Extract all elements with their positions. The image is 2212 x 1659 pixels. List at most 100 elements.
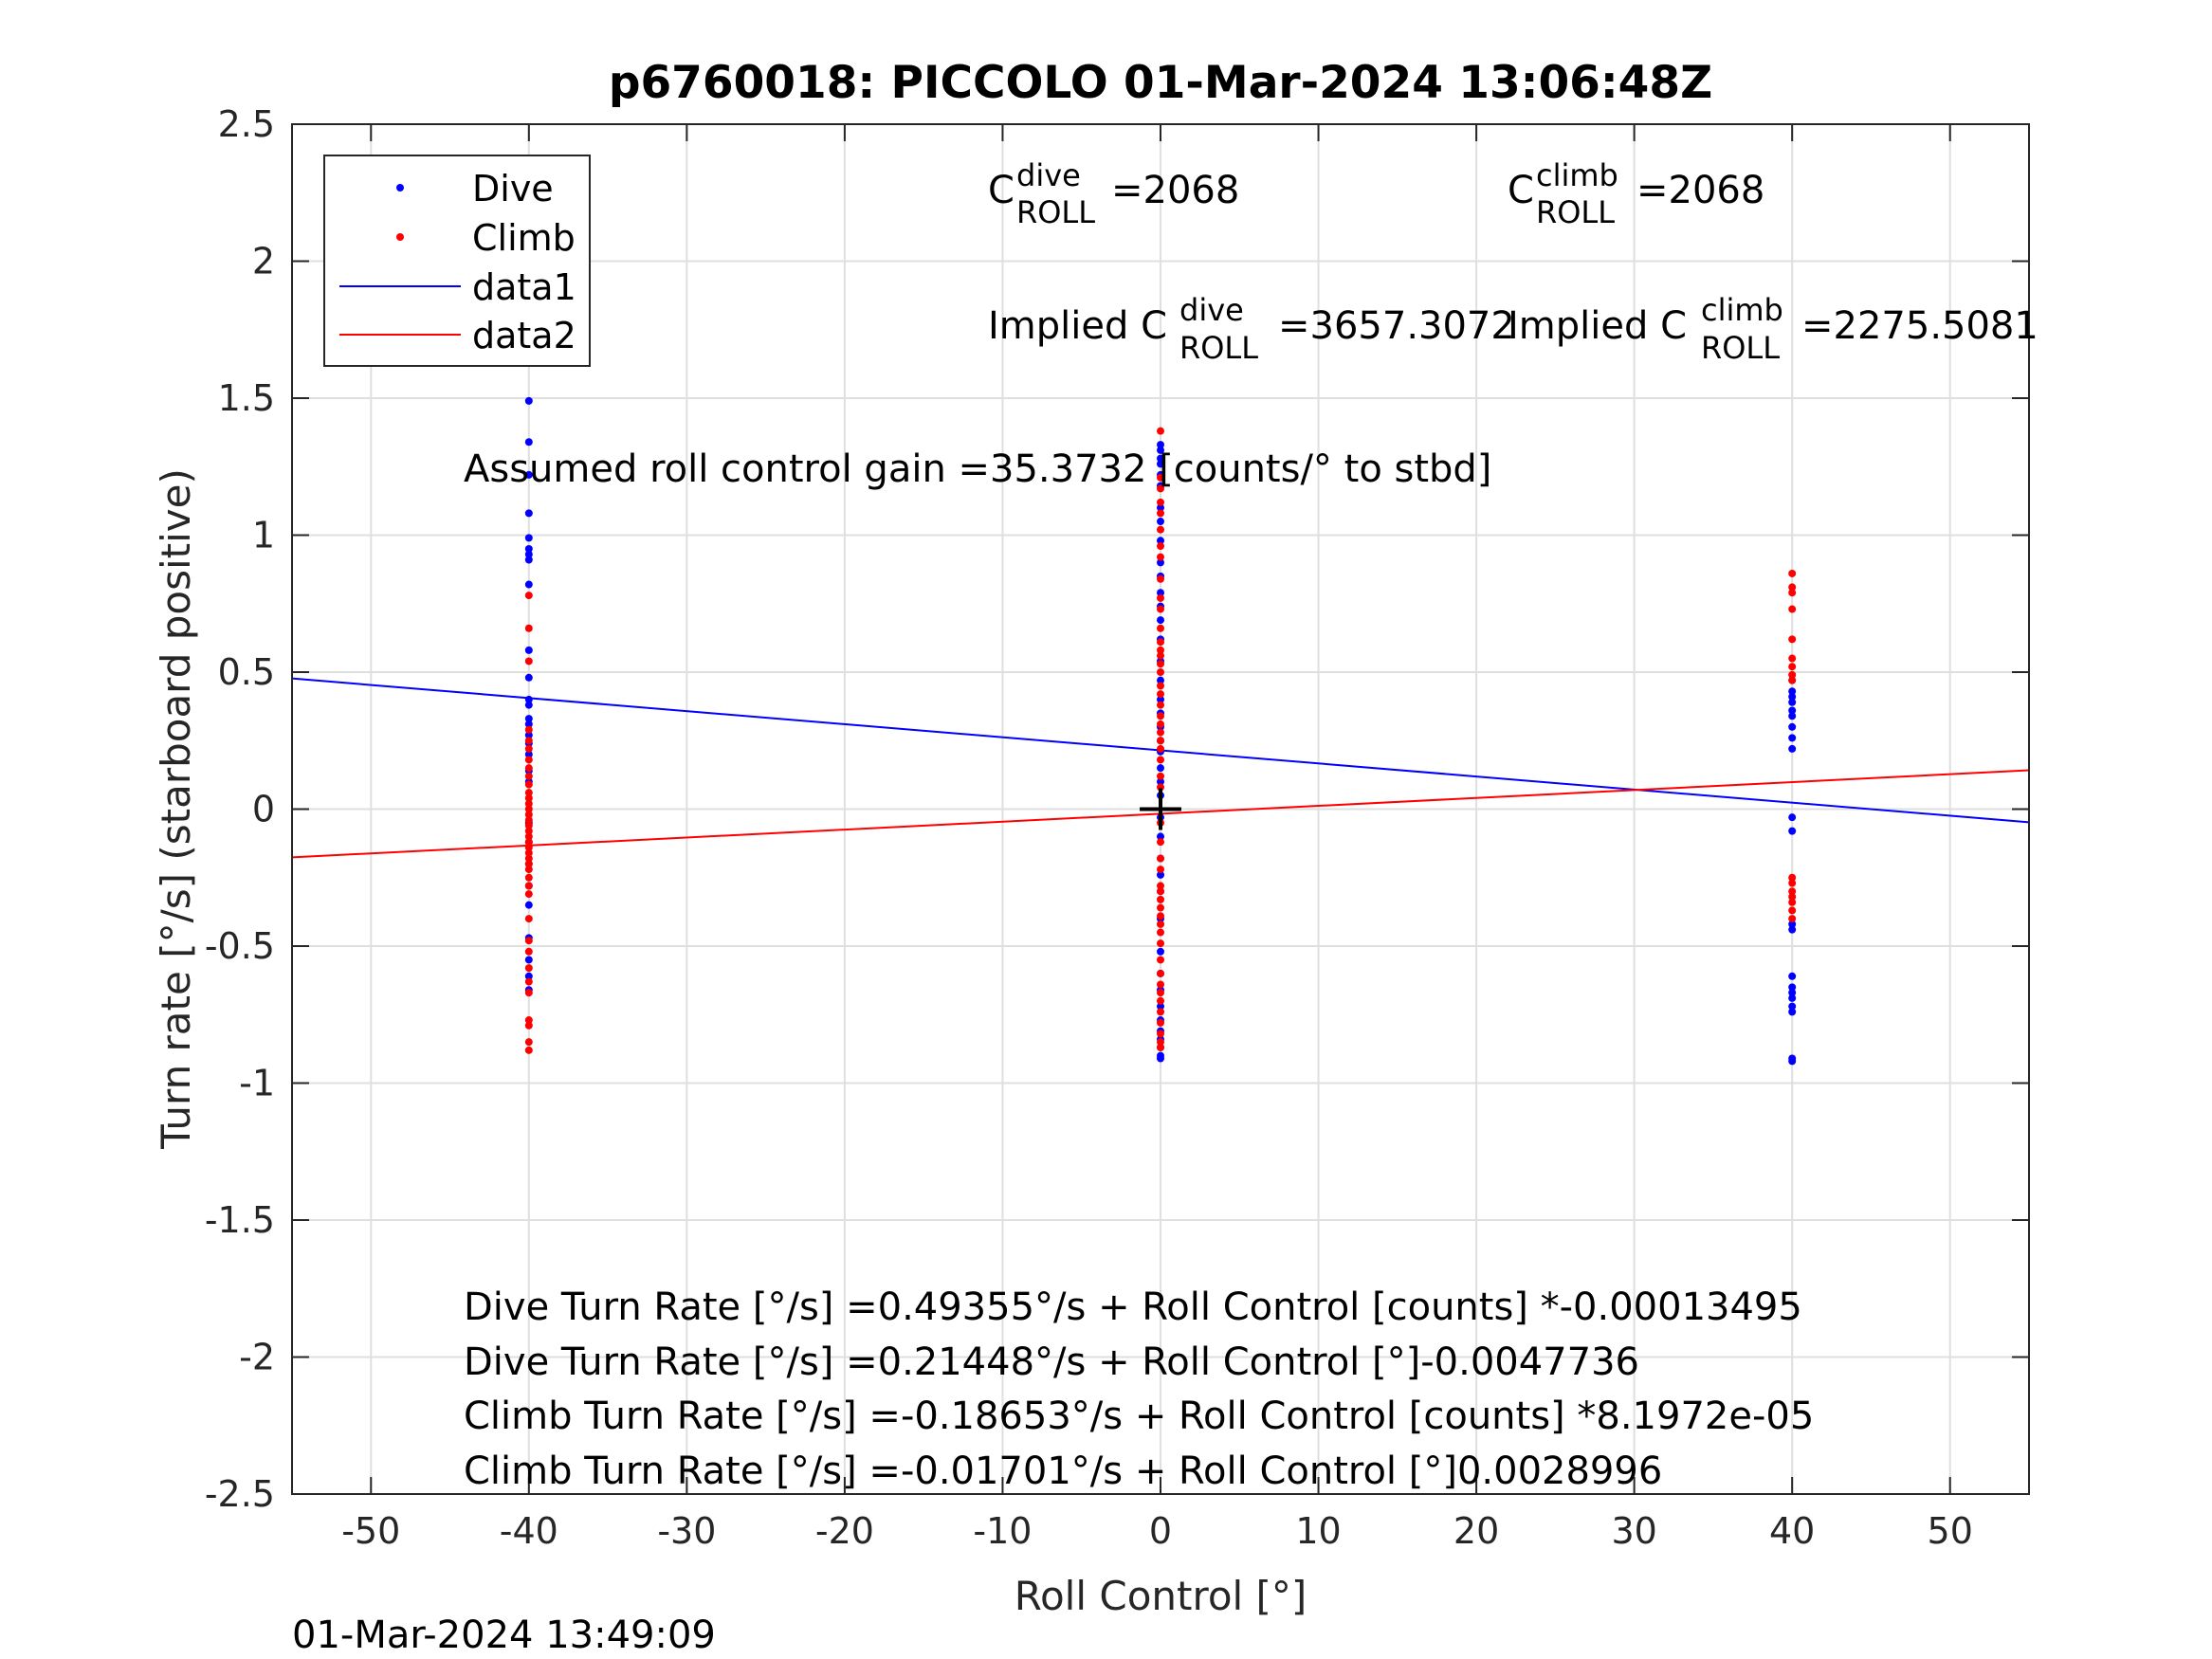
implied-dive-prefix: Implied C: [988, 304, 1167, 348]
climb-point: [524, 772, 533, 780]
climb-point: [1157, 682, 1164, 690]
climb-point: [524, 843, 533, 851]
y-tick-label: -2: [239, 1337, 275, 1378]
climb-point: [1788, 635, 1797, 644]
implied-climb-sub: ROLL: [1701, 330, 1780, 366]
climb-point: [1157, 427, 1164, 435]
climb-point: [524, 860, 533, 868]
dive-point: [524, 956, 533, 964]
climb-point: [524, 854, 533, 863]
climb-point: [1157, 912, 1164, 921]
climb-point: [524, 725, 533, 734]
c-roll-climb-sup: climb: [1536, 157, 1618, 193]
climb-point: [524, 624, 533, 632]
legend-climb-marker: [396, 233, 404, 241]
climb-point: [524, 744, 533, 753]
dive-point: [1157, 764, 1164, 773]
climb-point: [1157, 574, 1164, 583]
climb-point: [1157, 646, 1164, 654]
climb-point: [1157, 956, 1164, 964]
dive-point: [524, 646, 533, 654]
climb-point: [1157, 728, 1164, 737]
legend-dive-label: Dive: [472, 168, 554, 210]
dive-point: [1157, 460, 1164, 468]
climb-point: [1788, 906, 1797, 915]
x-tick-label: 30: [1611, 1510, 1656, 1552]
c-roll-climb-sub: ROLL: [1536, 194, 1615, 230]
legend-data1-label: data1: [472, 266, 576, 308]
dive-point: [1157, 446, 1164, 454]
dive-point: [1157, 777, 1164, 786]
x-tick-label: 0: [1149, 1510, 1172, 1552]
climb-equation-degrees: Climb Turn Rate [°/s] =-0.01701°/s + Rol…: [464, 1449, 1662, 1493]
climb-point: [1157, 854, 1164, 863]
dive-point: [524, 720, 533, 728]
x-tick-label: -20: [815, 1510, 874, 1552]
dive-point: [1157, 518, 1164, 526]
dive-point: [524, 509, 533, 518]
legend-climb-label: Climb: [472, 217, 576, 259]
climb-point: [1157, 1018, 1164, 1027]
dive-point: [1788, 722, 1797, 731]
climb-point: [524, 764, 533, 773]
climb-point: [524, 592, 533, 600]
x-axis-title: Roll Control [°]: [1015, 1573, 1307, 1619]
data-series: [291, 396, 2030, 1066]
dive-point: [1157, 558, 1164, 567]
climb-point: [524, 793, 533, 802]
dive-point: [524, 544, 533, 553]
y-tick-label: -1: [239, 1063, 275, 1104]
c-roll-dive-annotation: C dive ROLL =2068: [988, 157, 1239, 230]
climb-point: [524, 827, 533, 835]
implied-dive-sub: ROLL: [1179, 330, 1258, 366]
dive-point: [1157, 870, 1164, 879]
dive-point: [1157, 454, 1164, 463]
climb-point: [1157, 895, 1164, 903]
climb-point: [1788, 892, 1797, 901]
climb-point: [1157, 525, 1164, 534]
climb-point: [1157, 1008, 1164, 1016]
climb-point: [1157, 593, 1164, 602]
y-tick-label: -2.5: [205, 1473, 275, 1515]
dive-point: [1157, 503, 1164, 512]
dive-point: [1157, 1002, 1164, 1011]
climb-point: [524, 780, 533, 789]
climb-point: [1157, 605, 1164, 613]
climb-point: [524, 1038, 533, 1047]
x-tick-label: -50: [341, 1510, 400, 1552]
implied-dive-value: =3657.3072: [1278, 304, 1515, 348]
climb-point: [1157, 989, 1164, 997]
climb-point: [1157, 903, 1164, 912]
climb-point: [1157, 969, 1164, 977]
dive-point: [1157, 537, 1164, 545]
climb-point: [1788, 676, 1797, 684]
climb-point: [1157, 638, 1164, 647]
climb-point: [1157, 939, 1164, 948]
c-roll-climb-base: C: [1508, 169, 1534, 212]
climb-point: [524, 756, 533, 764]
dive-point: [1788, 698, 1797, 706]
dive-point: [1788, 1008, 1797, 1016]
climb-point: [1157, 1043, 1164, 1051]
c-roll-dive-sub: ROLL: [1016, 194, 1095, 230]
dive-point: [1788, 972, 1797, 980]
climb-point: [524, 848, 533, 857]
dive-point: [1788, 687, 1797, 696]
x-tick-label: -30: [657, 1510, 716, 1552]
dive-point: [524, 396, 533, 405]
dive-equation-degrees: Dive Turn Rate [°/s] =0.21448°/s + Roll …: [464, 1340, 1639, 1384]
implied-dive-sup: dive: [1179, 292, 1244, 328]
climb-point: [1157, 509, 1164, 518]
climb-point: [1157, 1030, 1164, 1038]
climb-point: [524, 1016, 533, 1025]
y-tick-label: 0.5: [218, 651, 275, 693]
y-tick-label: 2.5: [218, 103, 275, 145]
ticks: -50 -40 -30 -20 -10 0 10 20 30 40 50-2.5-2-1.5-1-0…: [205, 103, 2029, 1552]
y-axis-title: Turn rate [°/s] (starboard positive): [153, 468, 199, 1150]
climb-point: [524, 989, 533, 997]
climb-point: [1788, 915, 1797, 923]
climb-point: [524, 799, 533, 808]
climb-point: [524, 832, 533, 841]
implied-c-roll-climb-annotation: Implied C climb ROLL =2275.5081: [1508, 292, 2038, 366]
dive-point: [524, 701, 533, 709]
